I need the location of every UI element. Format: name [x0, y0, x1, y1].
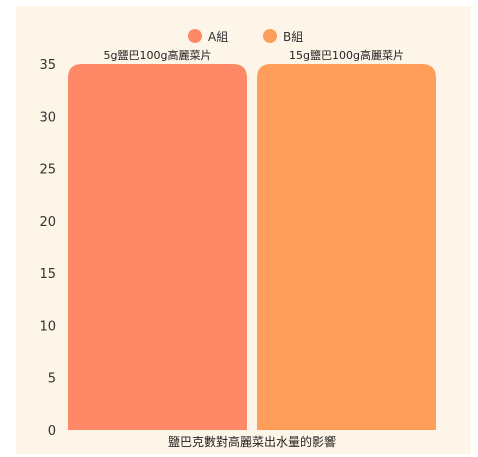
y-tick-label: 5	[48, 372, 56, 387]
y-tick-label: 15	[39, 267, 56, 282]
bar-data-label: 5g鹽巴100g高麗菜片	[104, 48, 212, 62]
y-tick-label: 10	[39, 319, 56, 334]
legend-swatch	[188, 29, 202, 43]
y-tick-label: 30	[39, 110, 56, 125]
bar-a	[68, 64, 247, 430]
legend-swatch	[263, 29, 277, 43]
y-tick-label: 25	[39, 163, 56, 178]
legend-entry: B組	[283, 30, 303, 44]
legend: A組 B組	[188, 29, 303, 44]
data-labels: 5g鹽巴100g高麗菜片 15g鹽巴100g高麗菜片	[104, 48, 404, 62]
y-tick-label: 35	[39, 58, 56, 73]
y-tick-label: 0	[48, 424, 56, 439]
y-axis: 0 5 10 15 20 25 30 35	[39, 58, 56, 439]
bar-data-label: 15g鹽巴100g高麗菜片	[289, 48, 404, 62]
bar-b	[257, 64, 436, 430]
bars	[68, 64, 436, 430]
legend-entry: A組	[208, 30, 228, 44]
x-category-label: 鹽巴克數對高麗菜出水量的影響	[168, 434, 336, 449]
y-tick-label: 20	[39, 215, 56, 230]
